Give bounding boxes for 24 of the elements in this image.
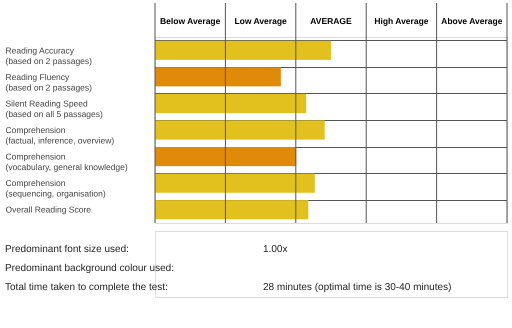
y-tick-label: Reading Accuracy (based on 2 passages) — [6, 45, 92, 66]
bar — [155, 67, 281, 86]
text: Low Average — [234, 16, 288, 26]
bar — [155, 174, 315, 193]
text: 1.00x — [263, 244, 288, 255]
bar — [155, 200, 308, 220]
bar — [155, 120, 325, 140]
text: Predominant font size used: — [5, 244, 129, 255]
y-tick-label: Comprehension (vocabulary, general knowledge) — [6, 152, 128, 172]
y-tick-label: Overall Reading Score — [6, 204, 92, 215]
bar — [155, 40, 331, 60]
text: High Average — [374, 16, 429, 26]
text: Total time taken to complete the test: — [5, 282, 168, 293]
text: Below Average — [160, 16, 221, 26]
bar — [155, 94, 306, 113]
text: 28 minutes (optimal time is 30-40 minutes) — [263, 282, 452, 293]
text: Predominant background colour used: — [5, 263, 174, 274]
text: Above Average — [441, 16, 503, 26]
y-tick-label: Silent Reading Speed (based on all 5 passages) — [6, 98, 104, 119]
y-tick-label: Reading Fluency (based on 2 passages) — [6, 72, 92, 92]
text: AVERAGE — [310, 16, 352, 26]
y-tick-label: Comprehension (factual, inference, overview) — [6, 125, 114, 146]
bar — [155, 147, 296, 166]
y-tick-label: Comprehension (sequencing, organisation) — [6, 178, 106, 199]
